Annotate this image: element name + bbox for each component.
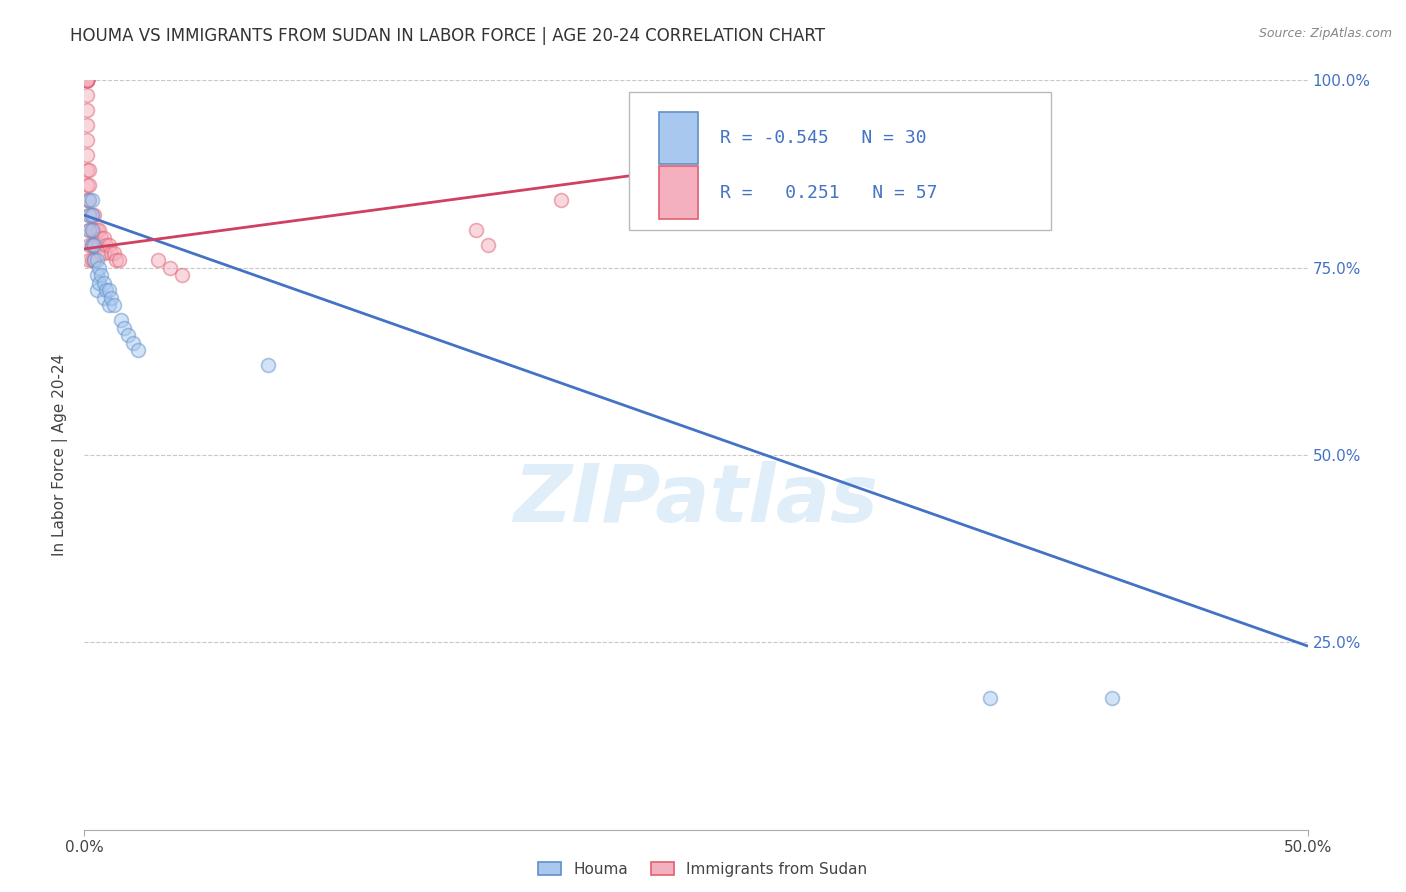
Point — [80, 193, 103, 207]
Point — [112, 320, 135, 334]
Point — [96, 283, 118, 297]
Point — [93, 276, 115, 290]
Point — [83, 253, 105, 268]
Point — [76, 133, 98, 147]
Point — [76, 73, 98, 87]
Point — [87, 238, 110, 252]
Point — [83, 238, 105, 252]
Point — [105, 253, 128, 268]
Point — [122, 335, 145, 350]
Point — [87, 276, 110, 290]
Point — [86, 223, 108, 237]
Point — [80, 238, 103, 252]
Point — [77, 223, 100, 237]
Point — [77, 238, 100, 252]
Point — [83, 238, 105, 252]
Point — [100, 245, 122, 260]
Point — [550, 193, 572, 207]
Point — [80, 223, 103, 237]
Point — [76, 73, 98, 87]
Text: ZIPatlas: ZIPatlas — [513, 461, 879, 539]
Point — [146, 253, 169, 268]
Point — [86, 238, 108, 252]
Point — [76, 193, 98, 207]
Point — [103, 245, 125, 260]
Point — [76, 178, 98, 193]
Text: R =   0.251   N = 57: R = 0.251 N = 57 — [720, 184, 938, 202]
Point — [103, 298, 125, 312]
Point — [97, 283, 120, 297]
Point — [117, 328, 139, 343]
Point — [97, 238, 120, 252]
Point — [97, 298, 120, 312]
Point — [77, 178, 100, 193]
Point — [80, 253, 103, 268]
Point — [76, 73, 98, 87]
Point — [76, 103, 98, 118]
Point — [77, 163, 100, 178]
Point — [76, 118, 98, 132]
Point — [76, 163, 98, 178]
Point — [77, 208, 100, 222]
Point — [93, 291, 115, 305]
Point — [86, 283, 108, 297]
Point — [110, 313, 132, 327]
FancyBboxPatch shape — [628, 92, 1050, 230]
Point — [76, 148, 98, 162]
Text: R = -0.545   N = 30: R = -0.545 N = 30 — [720, 129, 927, 147]
Point — [76, 73, 98, 87]
Point — [93, 230, 115, 244]
Point — [90, 268, 112, 282]
Point — [93, 245, 115, 260]
Point — [77, 223, 100, 237]
Point — [464, 223, 486, 237]
Point — [107, 253, 129, 268]
FancyBboxPatch shape — [659, 112, 699, 164]
Point — [76, 73, 98, 87]
Point — [477, 238, 499, 252]
Point — [77, 193, 100, 207]
Point — [80, 208, 103, 222]
Point — [80, 238, 103, 252]
Point — [76, 73, 98, 87]
Point — [80, 208, 103, 222]
Point — [76, 73, 98, 87]
Point — [76, 73, 98, 87]
Point — [77, 253, 100, 268]
Point — [86, 268, 108, 282]
Y-axis label: In Labor Force | Age 20-24: In Labor Force | Age 20-24 — [52, 354, 69, 556]
Point — [83, 208, 105, 222]
Point — [127, 343, 149, 357]
Point — [159, 260, 181, 275]
Point — [661, 193, 683, 207]
Point — [76, 88, 98, 103]
Point — [76, 73, 98, 87]
Point — [83, 223, 105, 237]
Point — [76, 73, 98, 87]
Point — [636, 178, 658, 193]
Legend: Houma, Immigrants from Sudan: Houma, Immigrants from Sudan — [531, 854, 875, 884]
FancyBboxPatch shape — [659, 167, 699, 219]
Point — [90, 230, 112, 244]
Point — [86, 253, 108, 268]
Point — [77, 193, 100, 207]
Point — [87, 223, 110, 237]
Point — [77, 208, 100, 222]
Text: Source: ZipAtlas.com: Source: ZipAtlas.com — [1258, 27, 1392, 40]
Point — [90, 245, 112, 260]
Point — [87, 260, 110, 275]
Point — [1101, 691, 1123, 706]
Point — [96, 238, 118, 252]
Point — [80, 223, 103, 237]
Point — [257, 358, 280, 372]
Text: HOUMA VS IMMIGRANTS FROM SUDAN IN LABOR FORCE | AGE 20-24 CORRELATION CHART: HOUMA VS IMMIGRANTS FROM SUDAN IN LABOR … — [70, 27, 825, 45]
Point — [979, 691, 1001, 706]
Point — [76, 73, 98, 87]
Point — [76, 73, 98, 87]
Point — [172, 268, 194, 282]
Point — [100, 291, 122, 305]
Point — [83, 253, 105, 268]
